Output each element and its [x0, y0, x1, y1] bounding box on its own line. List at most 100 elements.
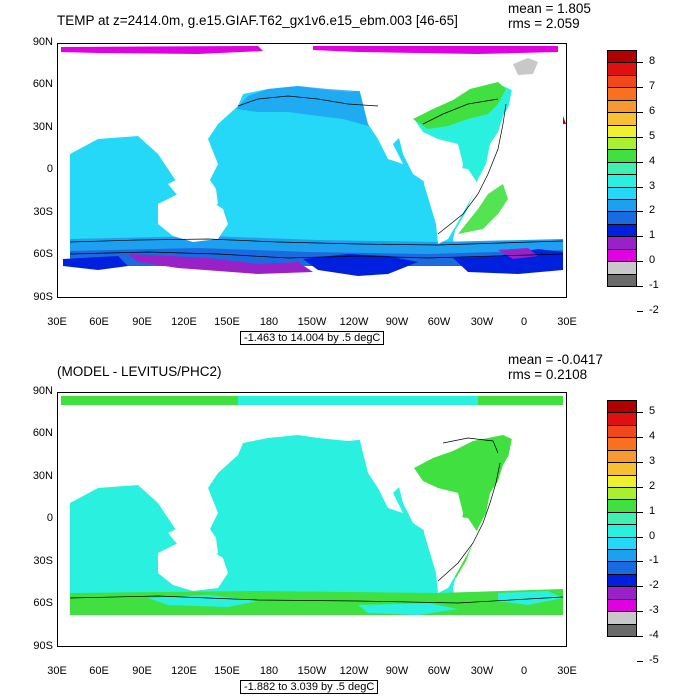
- colorbar-swatch: [607, 199, 637, 213]
- colorbar-tick: [637, 660, 643, 662]
- colorbar-label: 3: [649, 179, 656, 192]
- colorbar-label: 0: [649, 529, 656, 542]
- southern-ocean-deep-blue-2: [303, 254, 418, 276]
- contour-5: [422, 98, 499, 125]
- colorbar-swatch: [607, 161, 637, 176]
- colorbar-swatch: [607, 87, 637, 101]
- colorbar-swatch: [607, 437, 637, 451]
- p2-lon-60e: 60E: [89, 665, 109, 677]
- north-america-land-2: [353, 407, 418, 513]
- colorbar-tick: [637, 636, 643, 637]
- colorbar-swatch: [607, 561, 637, 575]
- contour-4: [437, 103, 507, 235]
- contour-2-2: [69, 595, 564, 604]
- panel2-range-label: -1.882 to 3.039 by .5 degC: [240, 680, 379, 694]
- colorbar-swatch: [607, 536, 637, 551]
- africa-land: [58, 44, 188, 194]
- p1-lon-30e-right: 30E: [557, 316, 577, 328]
- p2-lon-150e: 150E: [214, 665, 240, 677]
- colorbar-swatch: [607, 400, 637, 414]
- colorbar-tick: [637, 486, 643, 488]
- europe-africa-land: [503, 74, 563, 194]
- colorbar-tick: [637, 261, 643, 263]
- arctic-ocean: [61, 46, 263, 54]
- colorbar-label: 5: [649, 405, 656, 418]
- colorbar-label: 0: [649, 254, 656, 267]
- south-america-land: [423, 164, 478, 244]
- colorbar-tick: [637, 112, 643, 114]
- antarctica-land: [58, 270, 563, 297]
- panel2-colorbar: 5 4 3 2 1 0 -1 -2 -3 -4 -5: [607, 400, 659, 666]
- p2-lat-60n: 60N: [32, 427, 53, 439]
- colorbar-label: -1: [649, 279, 659, 291]
- p1-lon-60w: 60W: [427, 316, 451, 328]
- p1-lat-30n: 30N: [32, 121, 53, 133]
- p1-lon-90w: 90W: [385, 316, 409, 328]
- p1-lat-60n: 60N: [32, 78, 53, 90]
- colorbar-tick: [637, 186, 643, 188]
- asia-land-2: [118, 407, 258, 488]
- southern-teal-2c: [498, 591, 563, 605]
- colorbar-swatch: [607, 50, 637, 64]
- colorbar-swatch: [607, 499, 637, 513]
- p2-lat-60s: 60S: [33, 597, 53, 609]
- panel1-contours: [69, 95, 564, 259]
- panel2-map: [57, 392, 567, 647]
- colorbar-label: 1: [649, 229, 656, 242]
- p1-lon-120e: 120E: [171, 316, 197, 328]
- p2-lon-30w: 30W: [470, 665, 494, 677]
- colorbar-swatch: [607, 124, 637, 138]
- colorbar-tick: [637, 561, 643, 563]
- colorbar-tick: [637, 161, 643, 163]
- europe-africa-land-2: [503, 423, 563, 543]
- colorbar-tick: [637, 511, 643, 513]
- greenland-land: [443, 56, 503, 84]
- p1-lon-30e: 30E: [47, 316, 67, 328]
- colorbar-swatch: [607, 611, 637, 625]
- colorbar-swatch: [607, 74, 637, 89]
- p2-lon-180: 180: [259, 665, 279, 677]
- panel2-rms: rms = 0.2108: [508, 367, 588, 382]
- asia-land: [118, 56, 258, 139]
- colorbar-tick: [637, 536, 643, 538]
- p1-lon-150e: 150E: [214, 316, 240, 328]
- colorbar-swatch: [607, 99, 637, 114]
- colorbar-swatch: [607, 449, 637, 464]
- p1-lon-0: 0: [520, 316, 528, 328]
- colorbar-tick: [637, 236, 643, 238]
- colorbar-swatch: [607, 174, 637, 188]
- panel2-title: (MODEL - LEVITUS/PHC2): [57, 364, 222, 379]
- panel2-contours: [69, 437, 564, 604]
- colorbar-swatch: [607, 549, 637, 563]
- colorbar-label: -1: [649, 554, 659, 567]
- colorbar-swatch: [607, 462, 637, 476]
- colorbar-label: 4: [649, 154, 656, 167]
- panel1-mean: mean = 1.805: [508, 1, 591, 16]
- p2-lat-30n: 30N: [32, 470, 53, 482]
- colorbar-swatch: [607, 211, 637, 225]
- p2-lat-0: 0: [46, 512, 53, 524]
- p1-lat-30s: 30S: [33, 206, 53, 218]
- p2-lon-90e: 90E: [132, 665, 152, 677]
- colorbar-tick: [637, 412, 643, 414]
- southern-ocean-purple: [128, 254, 313, 274]
- p1-lat-90s: 90S: [33, 291, 53, 303]
- colorbar-swatch: [607, 511, 637, 526]
- colorbar-swatch: [607, 149, 637, 163]
- atlantic-2: [414, 435, 516, 578]
- panel1-colorbar: 8 7 6 5 4 3 2 1 0 -1 -2: [607, 50, 659, 316]
- p2-lat-90s: 90S: [33, 640, 53, 652]
- p1-lat-60s: 60S: [33, 248, 53, 260]
- colorbar-tick: [637, 437, 643, 439]
- colorbar-tick: [637, 462, 643, 464]
- colorbar-tick: [637, 310, 643, 312]
- arctic-ocean-east: [313, 46, 558, 54]
- colorbar-label: 7: [649, 80, 656, 93]
- colorbar-swatch: [607, 223, 637, 238]
- colorbar-swatch: [607, 586, 637, 600]
- colorbar-tick: [637, 136, 643, 138]
- p2-lon-150w: 150W: [297, 665, 327, 677]
- panel1-map-field: [58, 44, 566, 297]
- greenland-land-2: [443, 407, 503, 433]
- arctic-grey-patch: [513, 58, 538, 75]
